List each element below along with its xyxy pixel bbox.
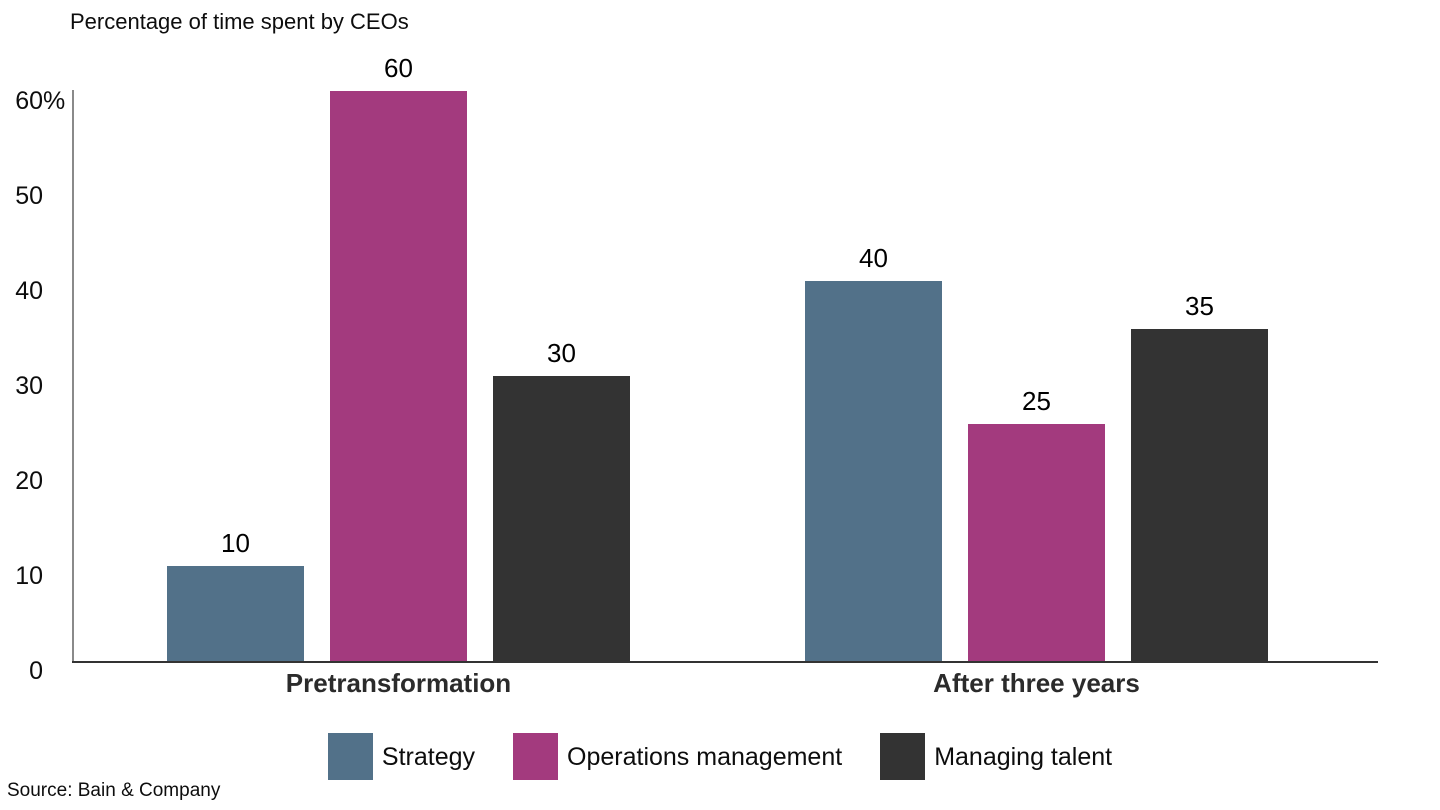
y-tick-label: 50 xyxy=(15,181,43,211)
bar-value-label: 10 xyxy=(221,528,250,558)
y-tick-label: 0 xyxy=(29,656,43,686)
legend-swatch-icon xyxy=(513,733,559,780)
legend-swatch-icon xyxy=(327,733,373,780)
bar-managing-talent-2 xyxy=(1131,328,1268,661)
bar-strategy-2 xyxy=(805,281,942,661)
bar-operations-management-2 xyxy=(968,423,1105,661)
y-tick-number: 20 xyxy=(15,467,43,495)
y-tick-number: 50 xyxy=(15,182,43,210)
y-tick-number: 0 xyxy=(29,657,43,685)
legend-label: Strategy xyxy=(381,742,476,771)
y-tick-label: 60% xyxy=(15,86,65,116)
y-tick-label: 40 xyxy=(15,276,43,306)
y-tick-label: 30 xyxy=(15,371,43,401)
chart-title: Percentage of time spent by CEOs xyxy=(70,9,409,34)
legend-label: Managing talent xyxy=(934,742,1113,771)
y-axis-line xyxy=(72,90,74,662)
y-tick-number: 30 xyxy=(15,372,43,400)
y-tick-label: 10 xyxy=(15,561,43,591)
legend-item-strategy: Strategy xyxy=(327,733,476,780)
bar-operations-management-1 xyxy=(330,91,467,661)
legend: Strategy Operations management Managing ta… xyxy=(0,733,1440,780)
legend-item-managing-talent: Managing talent xyxy=(880,733,1112,780)
category-label-2: After three years xyxy=(933,668,1140,698)
bar-value-label: 30 xyxy=(547,338,576,368)
bar-value-label: 25 xyxy=(1022,385,1051,416)
source-note: Source: Bain & Company xyxy=(7,780,221,801)
y-tick-number: 60 xyxy=(15,87,43,115)
bar-value-label: 40 xyxy=(859,243,888,273)
bar-value-label: 35 xyxy=(1185,290,1214,321)
legend-swatch-icon xyxy=(880,733,926,780)
bar-value-label: 60 xyxy=(384,53,413,83)
bar-managing-talent-1 xyxy=(493,376,630,661)
y-tick-label: 20 xyxy=(15,466,43,496)
y-tick-number: 40 xyxy=(15,277,43,305)
category-label-1: Pretransformation xyxy=(285,668,512,698)
y-tick-number: 10 xyxy=(15,562,43,590)
y-tick-suffix: % xyxy=(43,87,66,115)
x-axis-line xyxy=(72,661,1378,663)
bar-strategy-1 xyxy=(167,566,304,661)
legend-label: Operations management xyxy=(567,742,843,771)
legend-item-operations-management: Operations management xyxy=(513,733,842,780)
